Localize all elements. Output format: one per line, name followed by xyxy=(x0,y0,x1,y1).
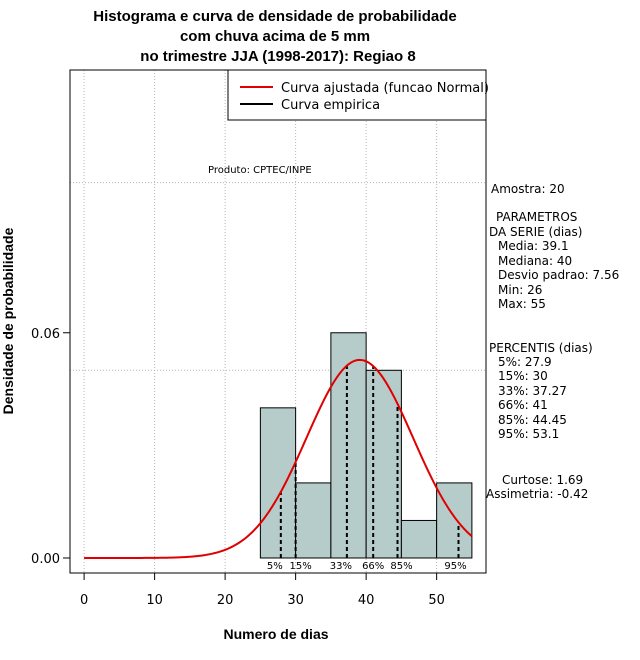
sample-size: Amostra: 20 xyxy=(491,182,565,196)
x-tick-label-2: 20 xyxy=(217,593,234,608)
stat-p66: 66%: 41 xyxy=(498,398,548,412)
stat-max: Max: 55 xyxy=(498,297,546,311)
histogram-bar-5 xyxy=(436,482,473,559)
percentile-lines xyxy=(279,365,460,558)
chart-title-line-2: com chuva acima de 5 mm xyxy=(180,28,370,45)
stat-curtose: Curtose: 1.69 xyxy=(502,473,583,487)
percentile-label-4: 85% xyxy=(390,561,412,572)
percentile-label-3: 66% xyxy=(362,561,384,572)
y-axis-title: Densidade de probabilidade xyxy=(0,227,16,414)
x-tick-label-4: 40 xyxy=(358,593,375,608)
x-axis-title: Numero de dias xyxy=(223,626,328,642)
histogram-bar-4 xyxy=(400,519,438,559)
percentile-label-0: 5% xyxy=(267,561,283,572)
percentile-label-1: 15% xyxy=(290,561,312,572)
stat-p15: 15%: 30 xyxy=(498,369,548,383)
chart-title-line-1: Histograma e curva de densidade de proba… xyxy=(93,8,456,25)
stat-assimetria: Assimetria: -0.42 xyxy=(486,487,588,501)
stat-p5: 5%: 27.9 xyxy=(498,355,552,369)
x-tick-label-3: 30 xyxy=(287,593,304,608)
percentile-label-2: 33% xyxy=(330,561,352,572)
x-axis: 0 10 20 30 40 50 xyxy=(80,573,445,608)
x-tick-label-1: 10 xyxy=(146,593,163,608)
stat-min: Min: 26 xyxy=(498,283,542,297)
legend-box xyxy=(227,69,487,121)
stat-p85: 85%: 44.45 xyxy=(498,413,567,427)
percentis-header: PERCENTIS (dias) xyxy=(489,341,593,355)
stats-panel: Amostra: 20 PARAMETROS DA SERIE (dias) M… xyxy=(486,182,619,501)
stat-p33: 33%: 37.27 xyxy=(498,384,567,398)
stat-desvio: Desvio padrao: 7.56 xyxy=(498,268,619,282)
fitted-normal-curve xyxy=(84,358,473,559)
legend-fitted-label: Curva ajustada (funcao Normal) xyxy=(281,81,489,96)
stat-media: Media: 39.1 xyxy=(498,239,569,253)
credit-label: Produto: CPTEC/INPE xyxy=(208,165,312,176)
histogram-bar-2 xyxy=(330,332,367,559)
histogram-bars xyxy=(259,332,473,559)
stat-mediana: Mediana: 40 xyxy=(498,254,572,268)
legend-empirical-label: Curva empirica xyxy=(281,98,380,113)
y-axis: 0.00 0.06 xyxy=(31,327,70,567)
histogram-bar-3 xyxy=(365,369,402,559)
x-tick-label-5: 50 xyxy=(428,593,445,608)
stat-p95: 95%: 53.1 xyxy=(498,427,559,441)
params-header-1: PARAMETROS xyxy=(496,210,577,224)
histogram-bar-1 xyxy=(295,482,332,559)
y-tick-label-1: 0.06 xyxy=(31,327,60,342)
percentile-labels: 5% 15% 33% 66% 85% 95% xyxy=(267,561,467,572)
y-tick-label-0: 0.00 xyxy=(31,552,60,567)
params-header-2: DA SERIE (dias) xyxy=(489,225,582,239)
gridlines xyxy=(70,70,486,573)
percentile-label-5: 95% xyxy=(444,561,466,572)
x-tick-label-0: 0 xyxy=(80,593,88,608)
histogram-bar-0 xyxy=(259,407,297,559)
chart-title-line-3: no trimestre JJA (1998-2017): Regiao 8 xyxy=(140,48,415,65)
legend: Curva ajustada (funcao Normal) Curva emp… xyxy=(227,69,489,121)
